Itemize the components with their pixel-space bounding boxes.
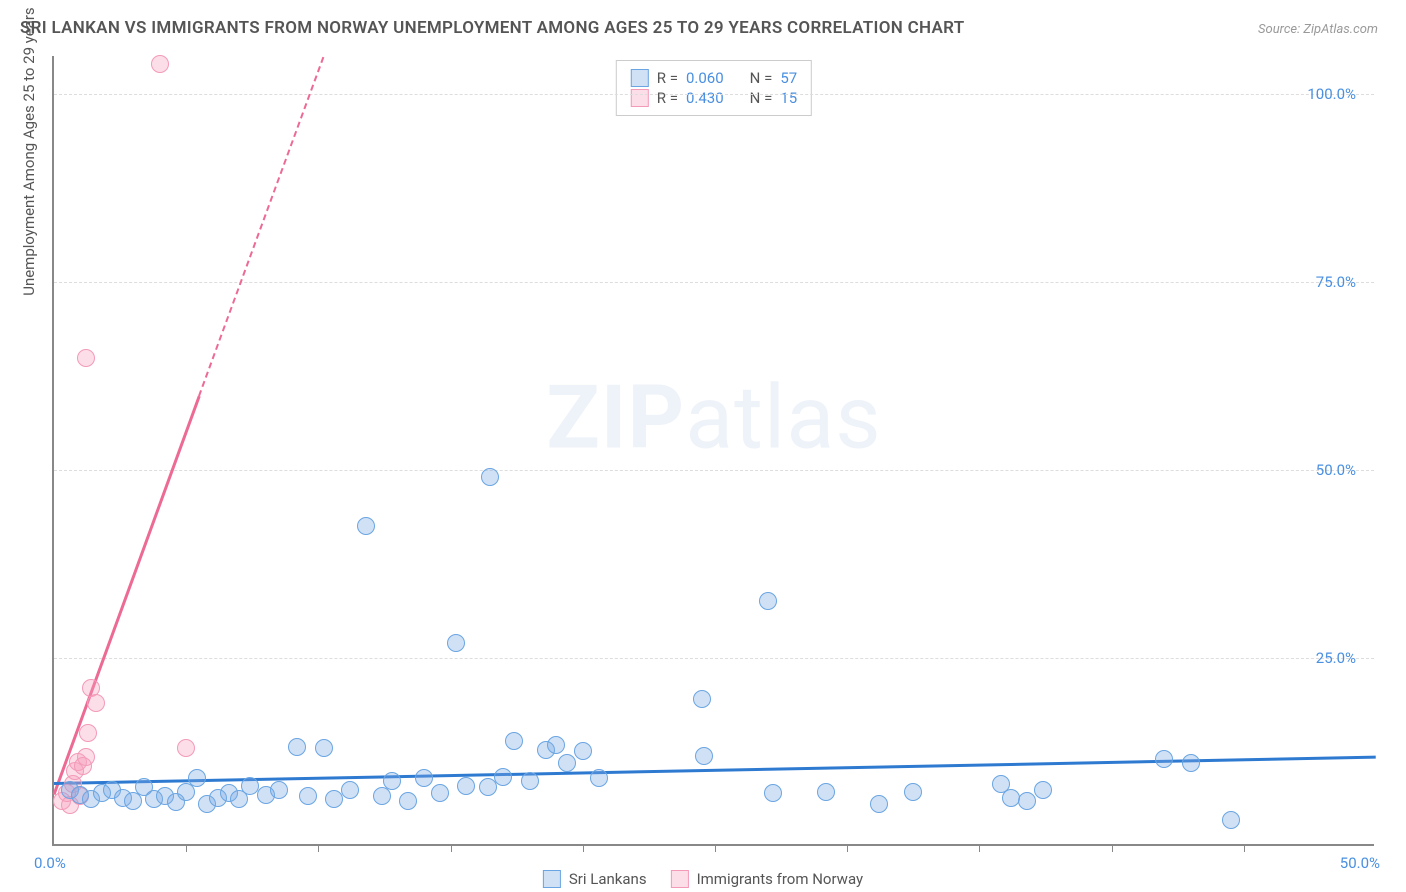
legend-item-1: Sri Lankans: [543, 870, 647, 888]
x-tick-label: 0.0%: [34, 854, 66, 872]
swatch-series-1: [631, 69, 649, 87]
data-point: [457, 777, 475, 795]
data-point: [764, 784, 782, 802]
stats-legend: R = 0.060 N = 57 R = 0.430 N = 15: [616, 60, 812, 116]
data-point: [79, 724, 97, 742]
chart-container: SRI LANKAN VS IMMIGRANTS FROM NORWAY UNE…: [0, 0, 1406, 892]
plot-area: ZIPatlas R = 0.060 N = 57 R = 0.430 N = …: [52, 56, 1374, 846]
data-point: [695, 747, 713, 765]
data-point: [415, 769, 433, 787]
data-point: [373, 787, 391, 805]
y-tick-label: 25.0%: [1316, 649, 1366, 667]
data-point: [479, 778, 497, 796]
data-point: [270, 781, 288, 799]
data-point: [693, 690, 711, 708]
data-point: [357, 517, 375, 535]
y-tick-label: 75.0%: [1316, 273, 1366, 291]
watermark: ZIPatlas: [546, 367, 881, 470]
y-tick-label: 50.0%: [1316, 461, 1366, 479]
data-point: [759, 592, 777, 610]
data-point: [1034, 781, 1052, 799]
data-point: [870, 795, 888, 813]
y-tick-label: 100.0%: [1307, 85, 1366, 103]
source-label: Source: ZipAtlas.com: [1258, 22, 1378, 37]
swatch-series-1-bottom: [543, 870, 561, 888]
data-point: [1018, 792, 1036, 810]
data-point: [341, 781, 359, 799]
stats-row-1: R = 0.060 N = 57: [631, 69, 797, 87]
data-point: [574, 742, 592, 760]
data-point: [481, 468, 499, 486]
chart-title: SRI LANKAN VS IMMIGRANTS FROM NORWAY UNE…: [20, 18, 964, 38]
data-point: [77, 748, 95, 766]
data-point: [904, 783, 922, 801]
data-point: [1182, 754, 1200, 772]
series-legend: Sri Lankans Immigrants from Norway: [543, 870, 863, 888]
data-point: [447, 634, 465, 652]
data-point: [494, 768, 512, 786]
data-point: [817, 783, 835, 801]
data-point: [151, 55, 169, 73]
swatch-series-2: [631, 89, 649, 107]
legend-item-2: Immigrants from Norway: [671, 870, 864, 888]
data-point: [177, 739, 195, 757]
data-point: [299, 787, 317, 805]
data-point: [383, 772, 401, 790]
data-point: [288, 738, 306, 756]
data-point: [1222, 811, 1240, 829]
data-point: [521, 772, 539, 790]
data-point: [399, 792, 417, 810]
data-point: [87, 694, 105, 712]
stats-row-2: R = 0.430 N = 15: [631, 89, 797, 107]
data-point: [431, 784, 449, 802]
data-point: [505, 732, 523, 750]
data-point: [77, 349, 95, 367]
data-point: [558, 754, 576, 772]
x-tick-label: 50.0%: [1340, 854, 1380, 872]
swatch-series-2-bottom: [671, 870, 689, 888]
data-point: [590, 769, 608, 787]
y-axis-label: Unemployment Among Ages 25 to 29 years: [20, 7, 38, 295]
data-point: [547, 736, 565, 754]
data-point: [1155, 750, 1173, 768]
data-point: [188, 769, 206, 787]
data-point: [315, 739, 333, 757]
